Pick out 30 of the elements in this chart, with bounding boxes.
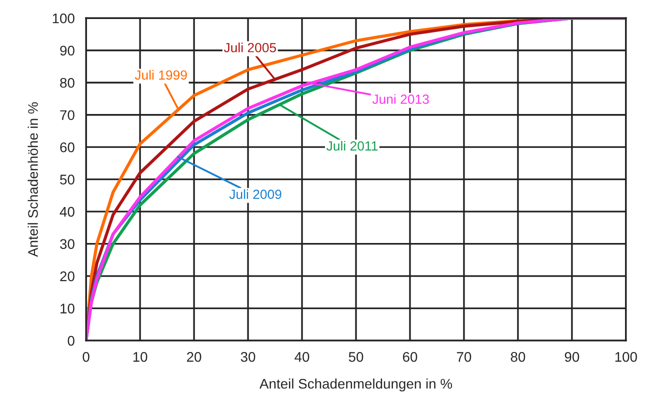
x-tick-label: 80 <box>510 352 526 362</box>
x-tick-label: 10 <box>133 352 148 362</box>
y-tick-label: 100 <box>52 13 74 24</box>
y-tick-label: 50 <box>60 174 74 185</box>
x-tick-label: 20 <box>187 352 202 362</box>
line-series <box>86 18 626 341</box>
series-label: Juli 2005 <box>224 42 276 52</box>
y-tick-label: 60 <box>60 142 74 152</box>
text: Juli 2011 <box>326 140 378 151</box>
text: Juni 2013 <box>372 94 429 104</box>
y-tick-label: 0 <box>68 336 74 346</box>
x-tick-label: 30 <box>240 352 256 362</box>
y-axis-title: Anteil Schadenhöhe in % <box>28 102 38 257</box>
y-tick-label: 10 <box>60 304 74 314</box>
text: Juli 2009 <box>229 189 282 199</box>
x-tick-label: 100 <box>615 352 637 362</box>
y-tick-label: 40 <box>60 206 74 217</box>
y-tick-label: 30 <box>60 239 74 249</box>
x-tick-label: 70 <box>456 352 472 362</box>
y-tick-label: 90 <box>60 46 74 56</box>
x-axis-title: Anteil Schadenmeldungen in % <box>260 378 452 392</box>
y-tick-label: 20 <box>60 271 74 282</box>
y-tick-label: 80 <box>60 78 74 88</box>
x-tick-label: 0 <box>82 352 90 362</box>
series-label: Juli 1999 <box>134 70 187 80</box>
x-tick-label: 50 <box>348 352 364 362</box>
x-tick-label: 90 <box>564 352 580 362</box>
x-tick-label: 60 <box>402 352 418 362</box>
x-tick-label: 40 <box>294 352 310 362</box>
y-tick-label: 70 <box>60 110 74 120</box>
